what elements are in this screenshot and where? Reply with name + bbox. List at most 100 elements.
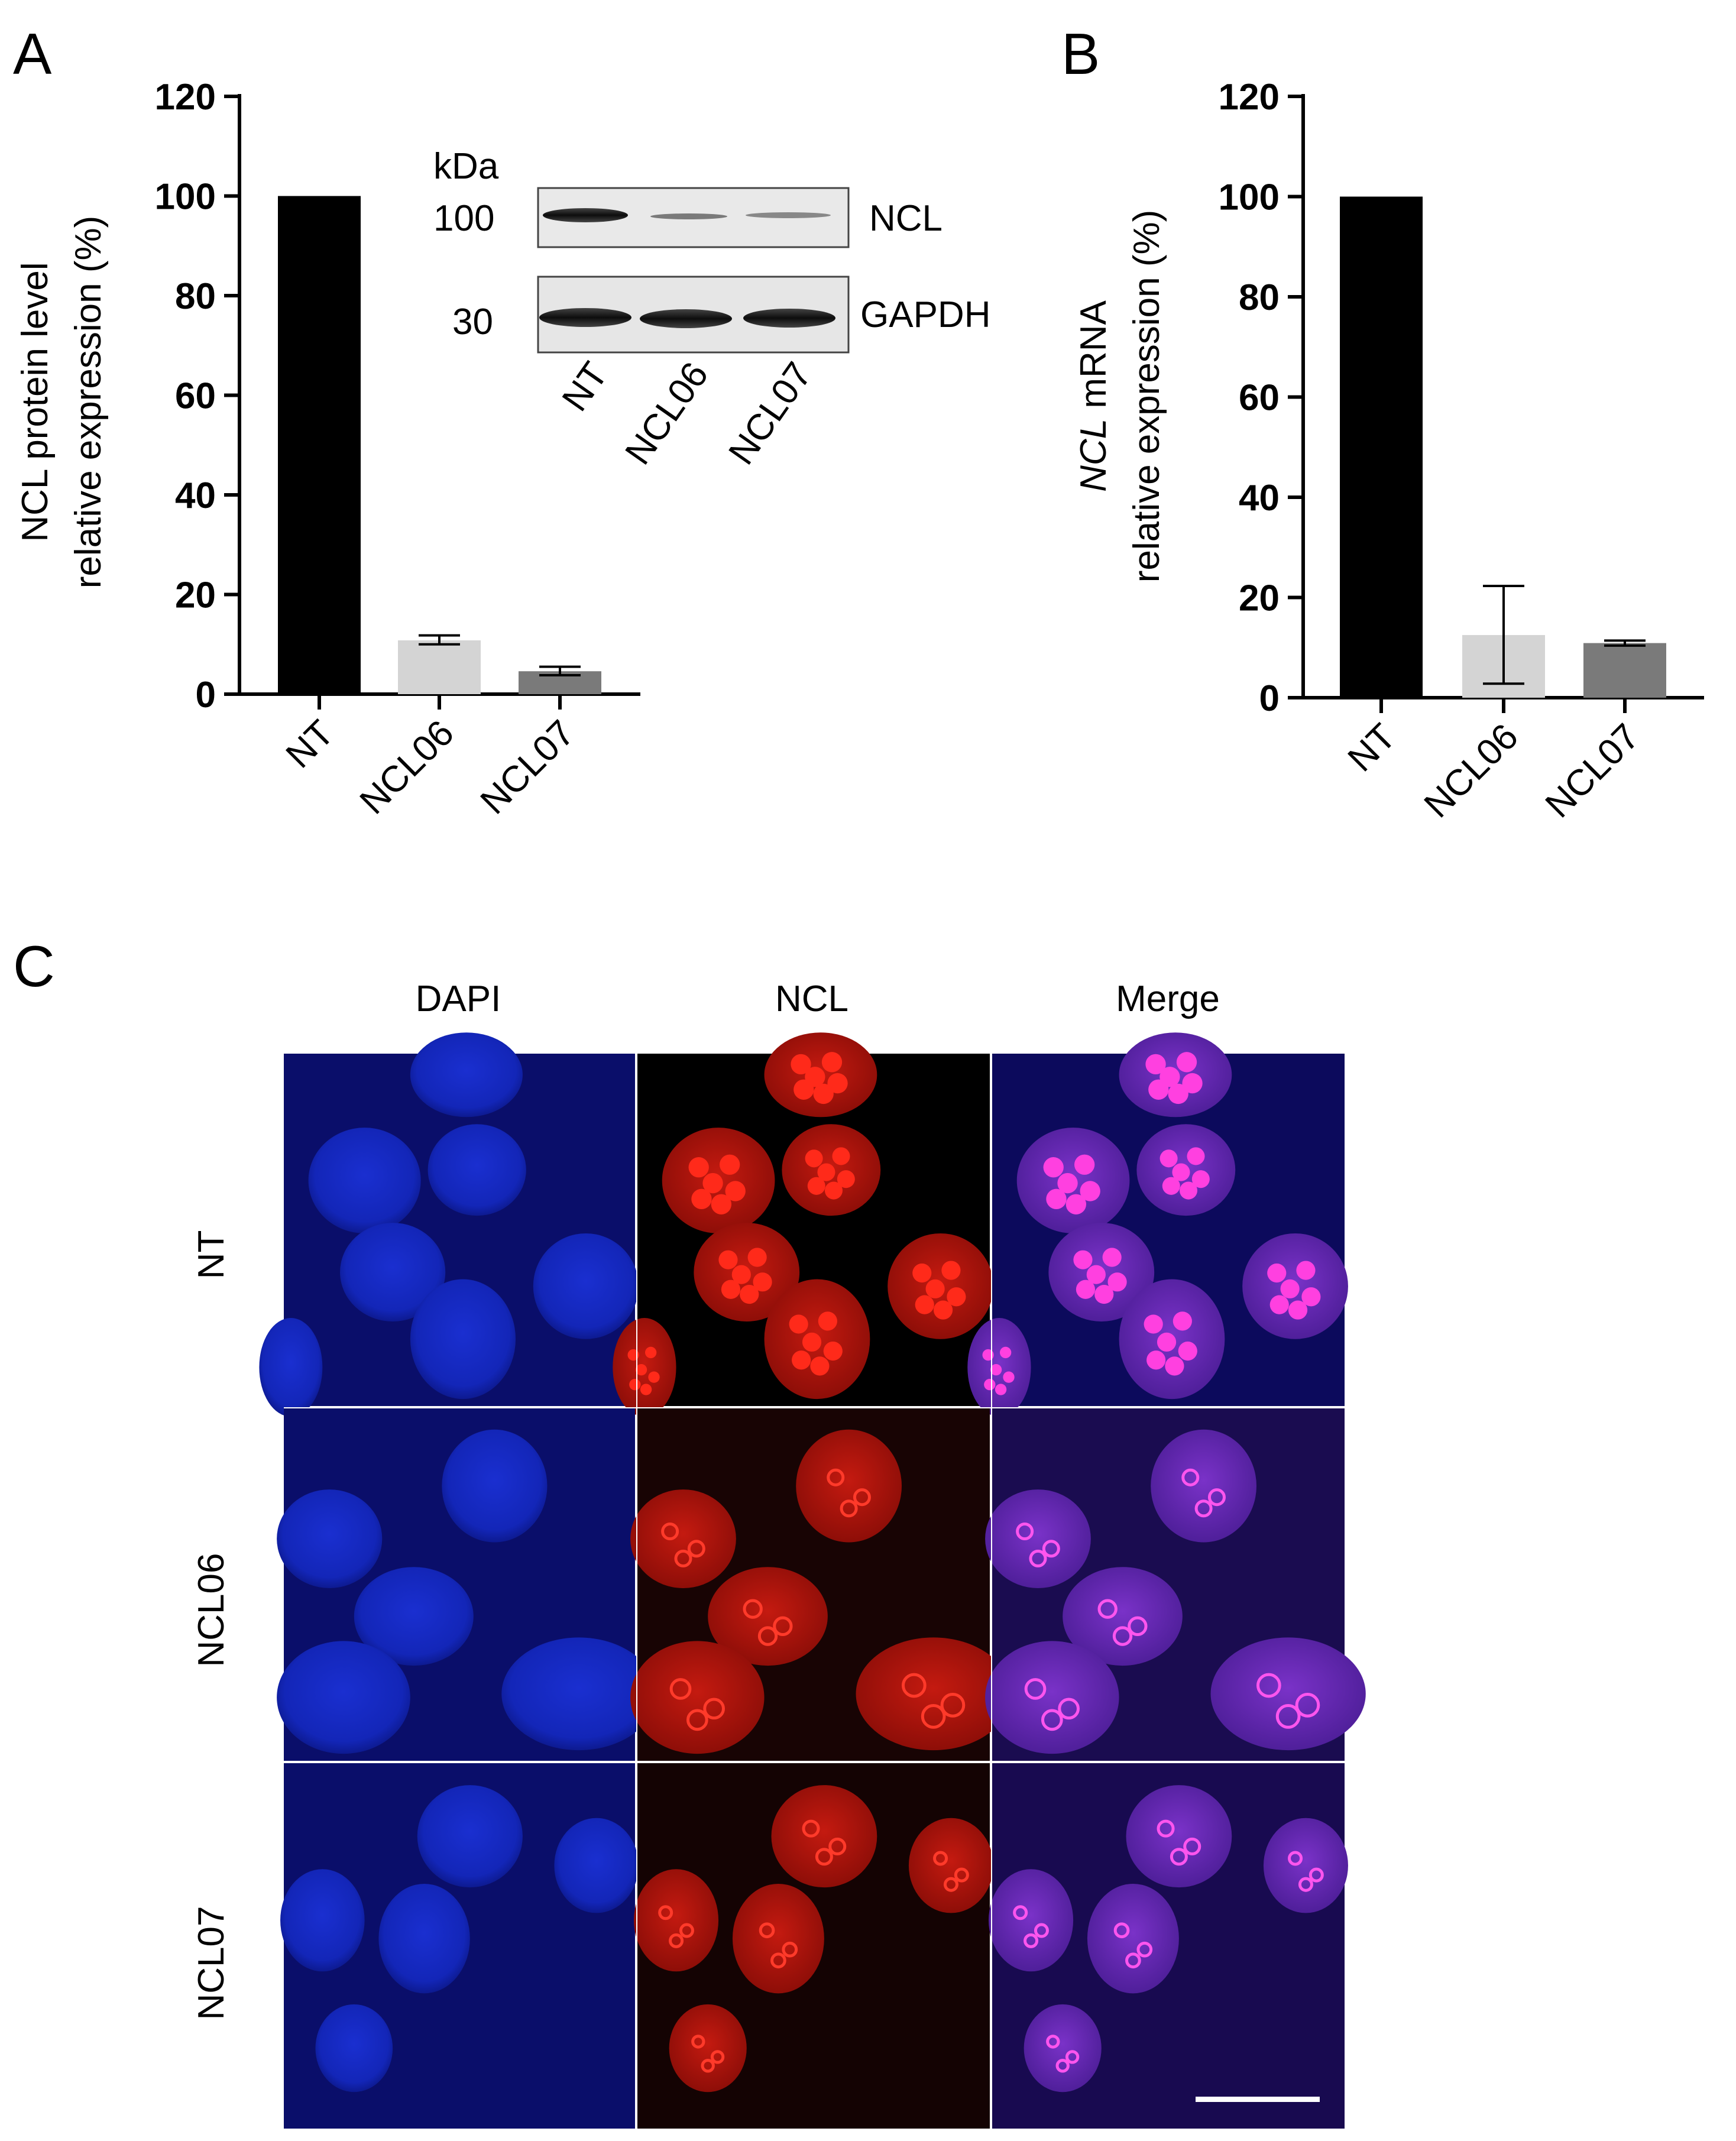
- grid-separator-horizontal: [284, 1762, 1345, 1763]
- nucleolus: [1146, 1350, 1166, 1370]
- nucleolus: [1145, 1054, 1166, 1075]
- nucleolus: [1102, 1248, 1122, 1267]
- nucleolar-ring: [940, 1692, 966, 1718]
- nucleolar-ring: [1298, 1877, 1313, 1892]
- nucleus: [410, 1279, 516, 1400]
- nucleus: [989, 1869, 1074, 1972]
- nucleus: [554, 1818, 639, 1913]
- nucleolus: [807, 1177, 825, 1195]
- nucleolar-ring: [773, 1616, 793, 1637]
- nucleus: [1126, 1785, 1232, 1888]
- nucleolus: [802, 1332, 822, 1352]
- micrograph-ncl06-merge: [985, 1408, 1366, 1761]
- nucleolus: [837, 1170, 855, 1188]
- nucleolus: [941, 1261, 961, 1280]
- chart-a-category-label-ncl06: NCL06: [352, 712, 462, 822]
- nucleolus: [635, 1363, 647, 1376]
- nucleus: [1024, 2004, 1102, 2093]
- chart-b-ytick-label-120: 120: [1219, 77, 1280, 118]
- nucleus: [1087, 1883, 1179, 1994]
- nucleus: [277, 1489, 383, 1588]
- nucleolus: [1178, 1341, 1197, 1361]
- nucleolar-ring: [1058, 1698, 1080, 1720]
- nucleolar-ring: [1055, 2059, 1070, 2073]
- nucleus: [1210, 1637, 1366, 1751]
- scale-bar: [1196, 2097, 1320, 2102]
- nucleolus: [1107, 1272, 1127, 1292]
- row-label-ncl07: NCL07: [191, 1906, 232, 2020]
- nucleus: [501, 1637, 656, 1751]
- nucleolus: [1148, 1079, 1169, 1100]
- nucleolus: [827, 1073, 848, 1094]
- micrograph-ncl07-ncl: [634, 1763, 993, 2129]
- nucleolus: [648, 1371, 660, 1383]
- nucleus: [771, 1785, 877, 1888]
- nucleolus: [1187, 1147, 1205, 1165]
- nucleolus: [823, 1341, 843, 1361]
- blot-unit-label: kDa: [433, 146, 499, 187]
- nucleolar-ring: [703, 1698, 725, 1720]
- nucleolar-ring: [1275, 1704, 1301, 1729]
- nucleolar-ring: [674, 1549, 692, 1567]
- nucleolus: [1043, 1157, 1064, 1178]
- nucleus: [1263, 1818, 1348, 1913]
- nucleolus: [995, 1384, 1007, 1395]
- micrograph-ncl07-merge: [989, 1763, 1348, 2129]
- nucleolar-ring: [827, 1468, 845, 1486]
- chart-b-bar-ncl07: [1583, 643, 1666, 698]
- row-label-nt: NT: [191, 1230, 232, 1280]
- chart-a-category-label-nt: NT: [278, 712, 342, 776]
- chart-b-ytick-label-0: 0: [1259, 678, 1280, 719]
- nucleolar-ring: [686, 1709, 708, 1731]
- nucleolar-ring: [661, 1522, 679, 1541]
- nucleolus: [753, 1272, 772, 1292]
- nucleolus: [792, 1350, 811, 1370]
- nucleolus: [915, 1295, 934, 1314]
- nucleolus: [1073, 1250, 1093, 1269]
- nucleolar-ring: [853, 1488, 871, 1507]
- nucleolar-ring: [943, 1877, 958, 1892]
- nucleus: [442, 1429, 548, 1543]
- nucleus: [985, 1641, 1119, 1754]
- nucleolus: [629, 1378, 641, 1391]
- nucleolus: [1160, 1149, 1178, 1168]
- nucleolar-ring: [1065, 2050, 1080, 2064]
- nucleolus: [999, 1346, 1012, 1359]
- nucleus: [315, 2004, 393, 2093]
- chart-b-ylabel-line1: NCL mRNA: [1073, 300, 1114, 491]
- western-blot-inset: kDa 100 30 NCL GAPDH NT NCL06 NCL07: [433, 146, 990, 472]
- nucleolus: [1003, 1371, 1015, 1383]
- nucleus: [427, 1124, 526, 1216]
- micrograph-nt-merge: [967, 1032, 1348, 1417]
- blot-marker-30: 30: [452, 302, 493, 342]
- nucleolus: [789, 1314, 808, 1334]
- nucleolar-ring: [669, 1678, 692, 1700]
- nucleolus: [1074, 1154, 1095, 1175]
- chart-b-category-label-nt: NT: [1340, 716, 1404, 779]
- nucleolar-ring: [1046, 2035, 1060, 2049]
- chart-a-ytick-label-80: 80: [175, 276, 216, 317]
- nucleolar-ring: [1181, 1468, 1200, 1486]
- nucleolus: [821, 1052, 843, 1073]
- nucleolar-ring: [815, 1848, 833, 1866]
- nucleus: [277, 1641, 410, 1754]
- nucleolar-ring: [921, 1704, 946, 1729]
- chart-b-category-label-ncl06: NCL06: [1417, 716, 1526, 825]
- nucleolus: [1173, 1311, 1192, 1331]
- nucleolus: [1086, 1265, 1106, 1284]
- nucleolus: [832, 1147, 850, 1165]
- nucleus: [1063, 1567, 1183, 1666]
- nucleolar-ring: [1029, 1549, 1047, 1567]
- nucleolus: [1182, 1073, 1203, 1094]
- nucleolus: [791, 1054, 811, 1075]
- nucleus: [796, 1429, 902, 1543]
- chart-a-ylabel-line1: NCL protein level: [15, 262, 56, 542]
- micrograph-ncl07-dapi: [280, 1763, 639, 2129]
- nucleolar-ring: [710, 2050, 725, 2064]
- nucleolus: [740, 1284, 759, 1304]
- nucleolus: [805, 1149, 823, 1168]
- chart-b-ytick-label-80: 80: [1239, 277, 1280, 318]
- nucleolus: [947, 1287, 966, 1307]
- nucleolus: [925, 1279, 945, 1298]
- nucleolar-ring: [1034, 1923, 1049, 1938]
